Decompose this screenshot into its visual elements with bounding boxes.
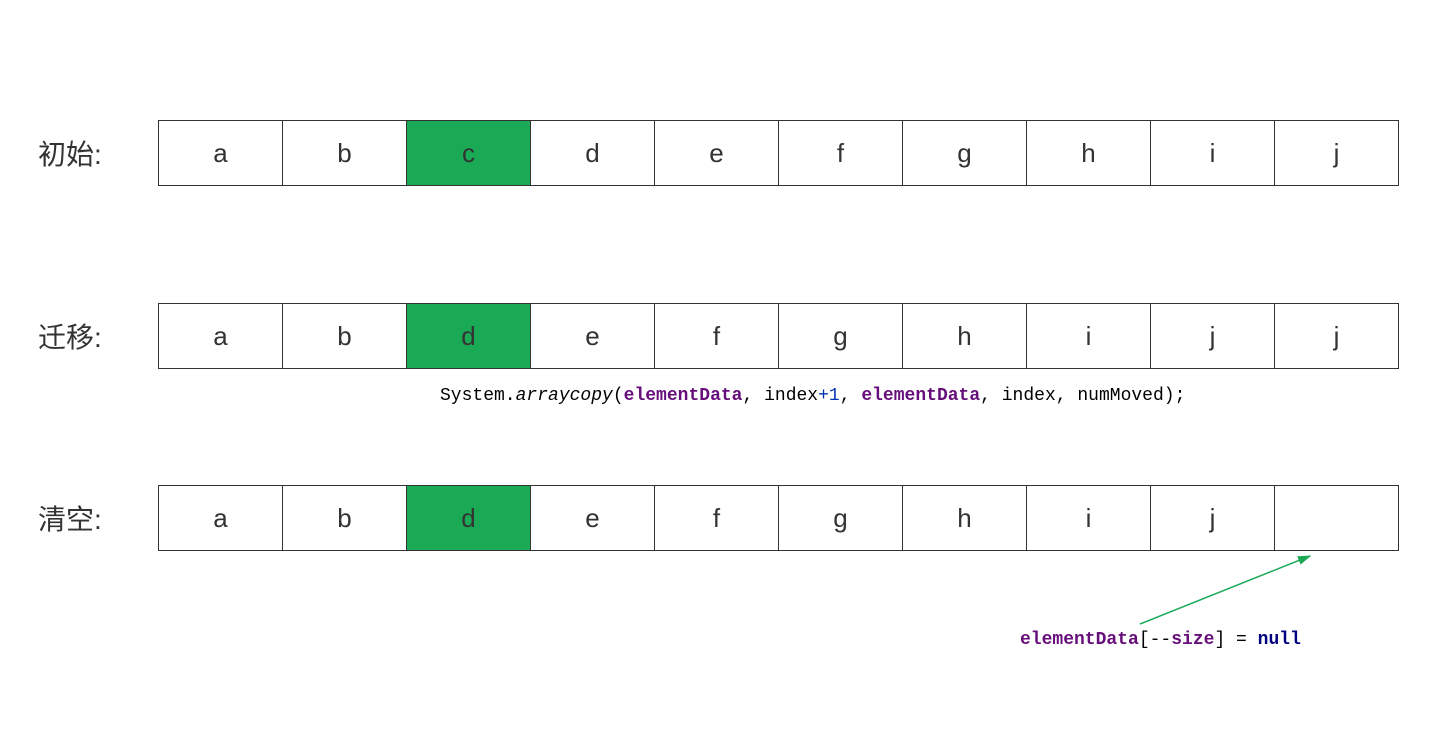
- arrow-to-cleared-cell: [0, 0, 1445, 752]
- arrow-line: [1140, 556, 1310, 624]
